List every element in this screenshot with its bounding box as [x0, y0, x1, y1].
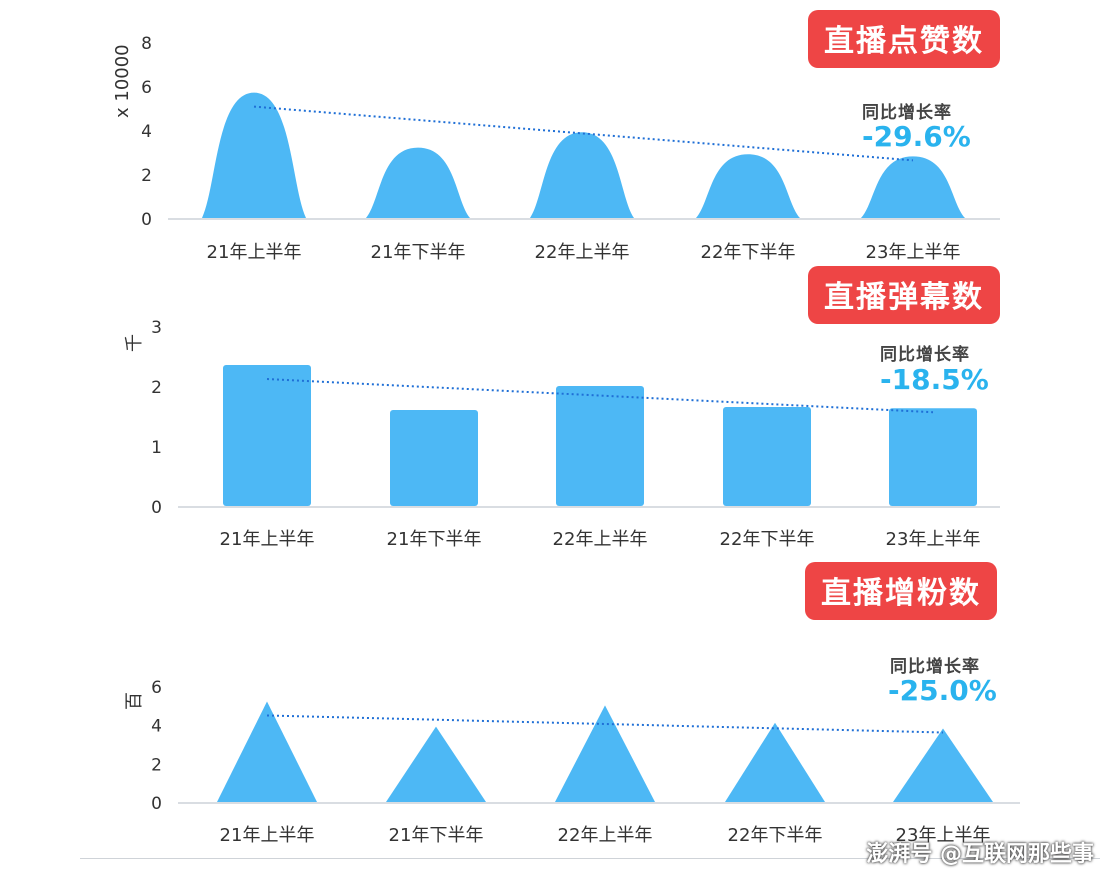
bar [556, 386, 644, 506]
yoy-value: -18.5% [880, 363, 989, 396]
y-tick-label: 2 [151, 755, 162, 775]
x-category-label: 22年下半年 [701, 242, 796, 263]
triangle-mark [555, 705, 655, 802]
x-category-label: 22年上半年 [553, 529, 648, 550]
y-axis-unit: 千 [124, 334, 145, 352]
bell-mark [366, 147, 470, 218]
chart-title: 直播增粉数 [805, 562, 997, 620]
y-tick-label: 6 [141, 78, 152, 98]
y-tick-label: 6 [151, 678, 162, 698]
chart-fans: 0 2 4 6 21年上半年 21年下半年 22年上半年 22年下半年 23年上半年 [151, 678, 1020, 846]
triangle-mark [386, 726, 486, 802]
x-category-label: 22年上半年 [535, 242, 630, 263]
x-category-label: 22年下半年 [720, 529, 815, 550]
bar [390, 410, 478, 506]
chart-danmaku: 0 1 2 3 21年上半年 21年下半年 22年上半年 22年下半年 23年上半年 [151, 318, 1000, 550]
chart-likes: 0 2 4 6 8 21年上半年 21年下半年 22年上半年 22年下半年 23年上半年 [141, 34, 1000, 263]
bar [889, 408, 977, 506]
triangle-mark [725, 722, 825, 802]
yoy-value: -29.6% [862, 120, 971, 153]
chart-title: 直播弹幕数 [808, 266, 1000, 324]
y-tick-label: 2 [151, 378, 162, 398]
trend-line [253, 105, 914, 162]
y-tick-label: 1 [151, 438, 162, 458]
y-tick-label: 0 [141, 210, 152, 230]
y-tick-label: 0 [151, 498, 162, 518]
x-category-label: 23年上半年 [886, 529, 981, 550]
footer-divider [80, 858, 1100, 859]
yoy-label: 同比增长率 [880, 345, 970, 365]
x-category-label: 23年上半年 [896, 825, 991, 846]
x-category-label: 21年下半年 [389, 825, 484, 846]
y-tick-label: 2 [141, 166, 152, 186]
y-tick-label: 4 [151, 717, 162, 737]
yoy-label: 同比增长率 [890, 657, 980, 677]
y-tick-label: 8 [141, 34, 152, 54]
x-category-label: 21年上半年 [220, 825, 315, 846]
bell-mark [861, 156, 965, 218]
bar [723, 407, 811, 506]
y-axis-unit: 百 [124, 692, 145, 710]
x-category-label: 21年下半年 [387, 529, 482, 550]
bell-mark [696, 154, 800, 218]
y-axis-unit: x 10000 [112, 44, 133, 118]
chart-title: 直播点赞数 [808, 10, 1000, 68]
chart-panel-fans: 0 2 4 6 21年上半年 21年下半年 22年上半年 22年下半年 23年上半年 直播增粉数… [0, 560, 1108, 860]
yoy-value: -25.0% [888, 674, 997, 707]
bar [223, 365, 311, 506]
x-category-label: 21年上半年 [220, 529, 315, 550]
trend-line [266, 378, 934, 414]
x-category-label: 21年上半年 [207, 242, 302, 263]
x-category-label: 21年下半年 [371, 242, 466, 263]
chart-panel-likes: 0 2 4 6 8 21年上半年 21年下半年 22年上半年 22年下半年 23年上半年 直播点赞… [0, 0, 1108, 270]
x-category-label: 22年下半年 [728, 825, 823, 846]
yoy-label: 同比增长率 [862, 103, 952, 123]
y-tick-label: 4 [141, 122, 152, 142]
triangle-mark [893, 728, 993, 802]
x-category-label: 23年上半年 [866, 242, 961, 263]
x-category-label: 22年上半年 [558, 825, 653, 846]
chart-panel-danmaku: 0 1 2 3 21年上半年 21年下半年 22年上半年 22年下半年 23年上半年 直播弹幕数… [0, 266, 1108, 560]
bell-mark [202, 92, 306, 218]
footer-credit: 澎湃号 @互联网那些事 [866, 842, 1094, 867]
bell-mark [530, 132, 634, 218]
y-tick-label: 3 [151, 318, 162, 338]
y-tick-label: 0 [151, 794, 162, 814]
triangle-mark [217, 701, 317, 802]
